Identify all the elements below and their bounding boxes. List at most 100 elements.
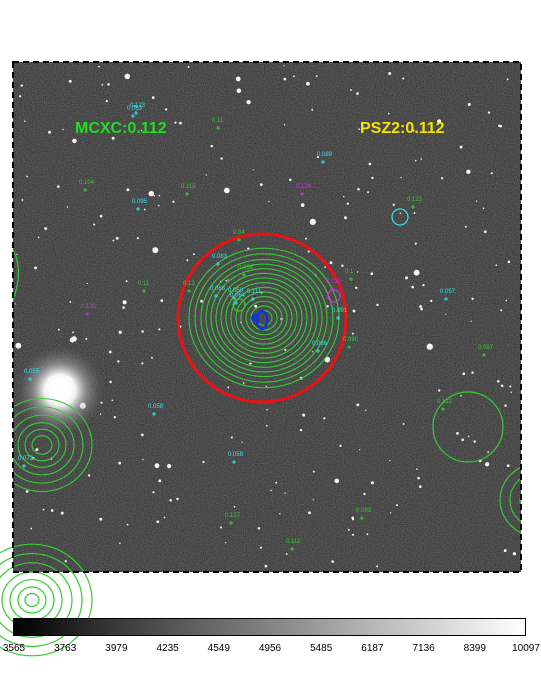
star	[505, 299, 508, 302]
star	[284, 492, 286, 494]
star	[500, 309, 503, 312]
star	[309, 218, 316, 225]
star	[411, 285, 415, 289]
star	[315, 75, 318, 77]
contour-ring	[215, 272, 313, 364]
star	[417, 476, 420, 480]
star	[308, 511, 311, 515]
star	[405, 276, 408, 280]
star	[376, 565, 379, 568]
star	[422, 283, 425, 287]
star	[509, 385, 512, 388]
star	[483, 230, 487, 234]
star	[504, 404, 507, 407]
star	[108, 350, 112, 354]
star	[14, 303, 16, 305]
star	[134, 105, 136, 107]
star	[118, 330, 122, 334]
star	[16, 253, 18, 256]
redshift-label: 0.086	[312, 341, 328, 347]
star	[125, 280, 128, 283]
star	[300, 203, 305, 207]
star	[506, 464, 510, 468]
star	[471, 297, 474, 300]
star	[124, 73, 131, 80]
star	[438, 389, 441, 392]
star	[69, 301, 72, 303]
star	[389, 459, 391, 462]
star	[179, 121, 182, 125]
star	[395, 504, 399, 507]
star	[354, 286, 358, 290]
star	[223, 187, 230, 194]
star	[323, 417, 326, 420]
star	[72, 138, 77, 144]
star	[158, 204, 160, 207]
star	[118, 461, 122, 465]
contour-ring	[200, 258, 328, 378]
contour-ring	[0, 562, 73, 638]
redshift-label: 0.1	[345, 269, 354, 275]
star	[230, 436, 233, 439]
star	[366, 533, 369, 536]
star	[506, 78, 509, 81]
star	[283, 124, 286, 126]
contour-ring	[24, 428, 60, 462]
star	[50, 509, 54, 512]
star	[487, 111, 491, 114]
star	[254, 304, 258, 308]
star	[413, 269, 420, 276]
colorbar-tick-label: 8399	[463, 643, 486, 654]
star	[466, 169, 471, 175]
star	[85, 337, 88, 340]
star	[495, 264, 498, 266]
redshift-label: 0.123	[130, 103, 146, 109]
colorbar-tick-label: 4549	[207, 643, 230, 654]
cyan-redshift-labels: 0.083 0.095 0.089 0.063 0.055 0.057 0.068 0.086…	[18, 103, 456, 468]
star	[363, 492, 366, 496]
source-marker	[347, 345, 351, 349]
star	[275, 481, 278, 484]
star	[420, 158, 423, 160]
star	[115, 236, 119, 240]
source-marker	[234, 301, 238, 305]
source-marker	[134, 111, 138, 115]
source-marker	[242, 273, 246, 277]
source-marker	[229, 521, 233, 525]
star	[186, 259, 189, 262]
star	[242, 382, 245, 384]
source-marker	[28, 377, 32, 381]
lower-left-contours	[0, 543, 93, 657]
star	[496, 379, 500, 383]
redshift-label: 0.064	[230, 293, 246, 299]
contour-ring	[245, 300, 283, 336]
star	[347, 528, 350, 531]
star	[467, 435, 470, 437]
star	[414, 159, 417, 162]
star	[235, 76, 241, 82]
star	[388, 72, 392, 75]
redshift-label: 0.130	[326, 279, 342, 285]
star	[285, 553, 288, 555]
contour-ring	[235, 291, 293, 345]
contour-ring	[210, 268, 318, 368]
star	[356, 92, 359, 95]
contour-ring	[0, 552, 83, 648]
star	[460, 394, 462, 397]
star	[172, 200, 175, 203]
redshift-label: 0.097	[478, 345, 494, 351]
star	[500, 384, 504, 387]
redshift-label: 0.091	[332, 308, 348, 314]
star	[306, 81, 310, 86]
star	[307, 250, 310, 253]
contour-ring	[205, 263, 323, 373]
colorbar-tick-label: 3565	[2, 643, 26, 654]
star	[246, 99, 251, 105]
star	[98, 65, 100, 68]
star	[126, 523, 129, 526]
star	[24, 120, 26, 122]
redshift-label: 0.050	[228, 288, 244, 294]
source-marker	[152, 412, 156, 416]
redshift-label: 0.089	[317, 152, 333, 158]
star	[334, 478, 340, 484]
